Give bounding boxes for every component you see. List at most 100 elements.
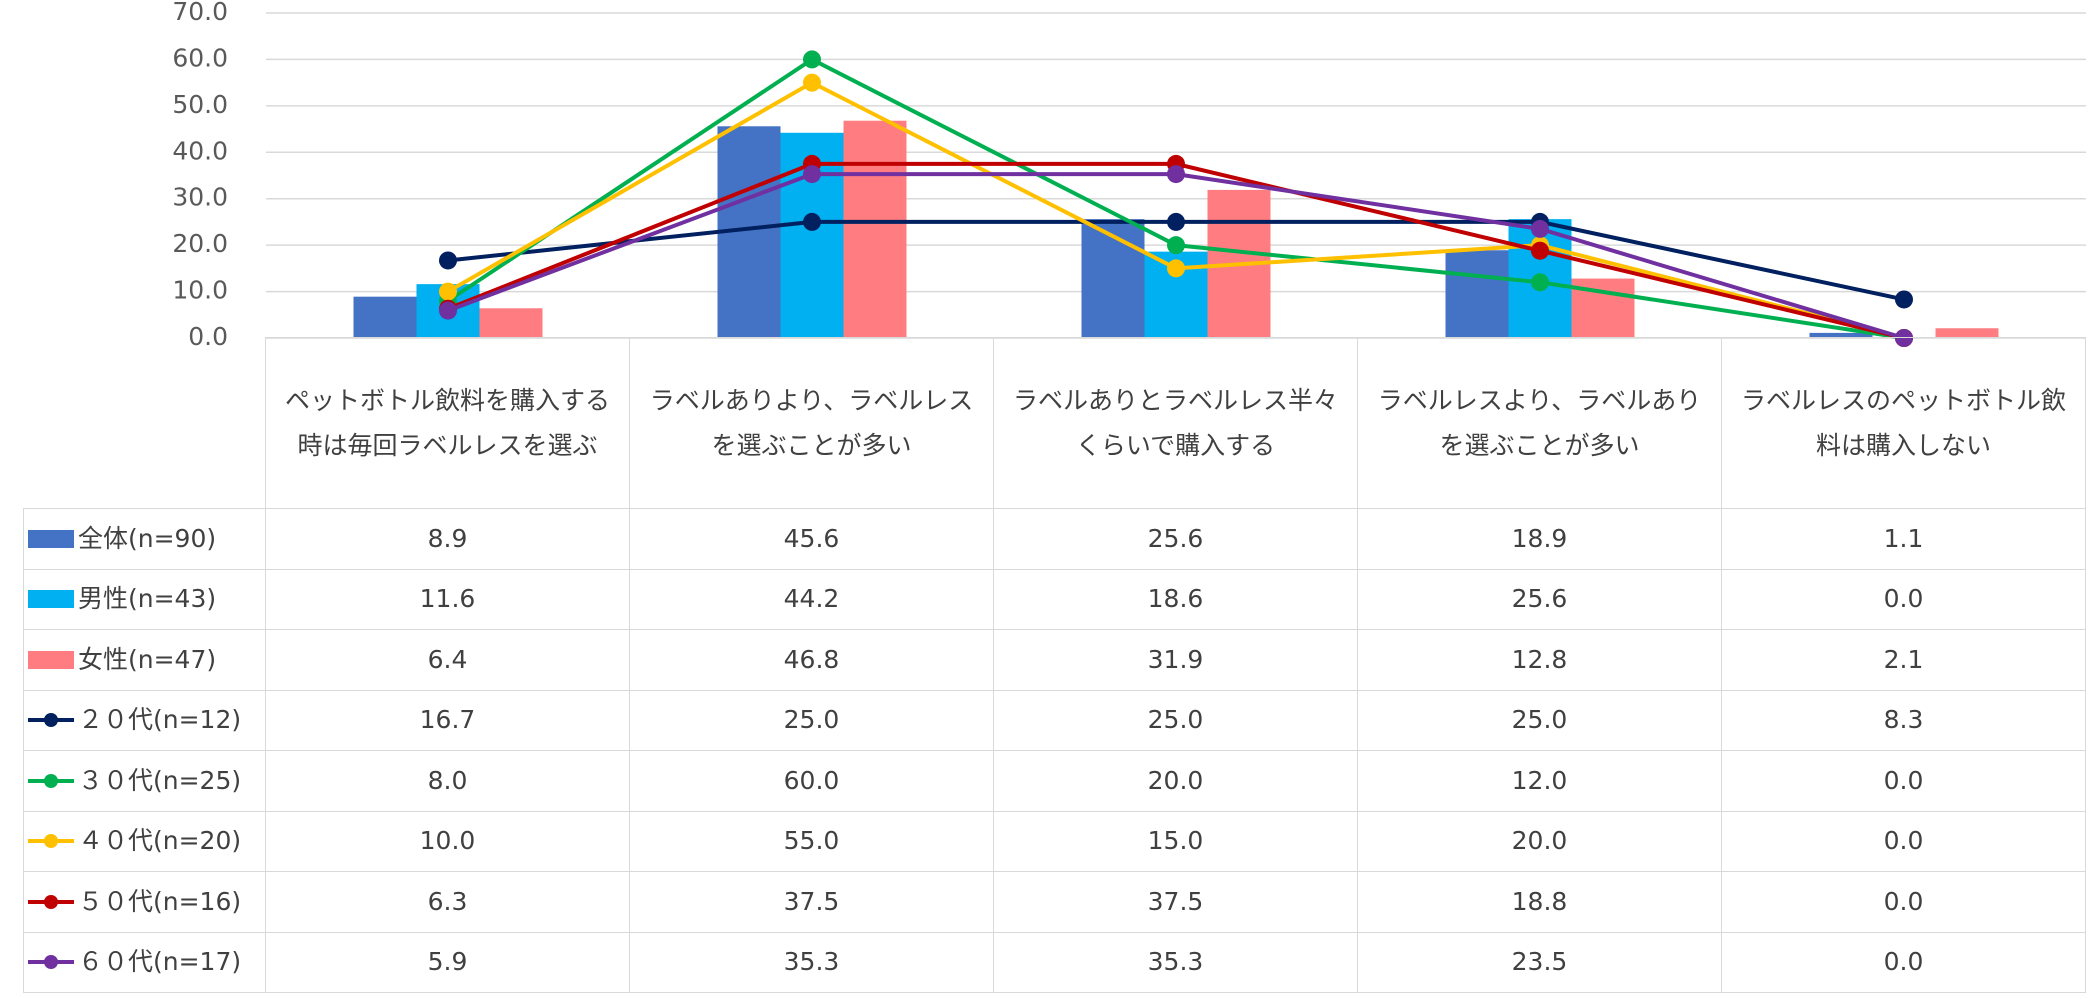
bar <box>1445 250 1509 338</box>
point <box>1167 212 1185 231</box>
table-value: 0.0 <box>1721 931 2086 993</box>
table-value: 20.0 <box>1357 810 1722 872</box>
legend-cell: ５０代(n=16) <box>23 871 266 933</box>
table-value: 2.1 <box>1721 629 2086 691</box>
point <box>1531 273 1549 292</box>
legend-label: ２０代(n=12) <box>78 705 242 735</box>
table-value: 15.0 <box>993 810 1358 872</box>
legend-cell: ２０代(n=12) <box>23 689 266 751</box>
table-value: 35.3 <box>629 931 994 993</box>
category-header: ラベルレスより、ラベルありを選ぶことが多い <box>1357 337 1722 509</box>
legend-cell: 男性(n=43) <box>23 568 266 630</box>
y-tick-label: 0.0 <box>188 322 228 351</box>
table-value: 25.0 <box>1357 689 1722 751</box>
table-value: 37.5 <box>629 871 994 933</box>
legend-label: ３０代(n=25) <box>78 765 242 795</box>
bar <box>353 296 417 338</box>
table-value: 25.0 <box>993 689 1358 751</box>
y-tick-label: 50.0 <box>172 90 228 119</box>
table-value: 60.0 <box>629 750 994 812</box>
table-value: 55.0 <box>629 810 994 872</box>
legend-swatch <box>28 590 74 609</box>
y-tick-label: 40.0 <box>172 136 228 165</box>
legend-swatch <box>28 834 74 849</box>
table-value: 18.6 <box>993 568 1358 630</box>
table-value: 11.6 <box>265 568 630 630</box>
point <box>439 301 457 320</box>
bar <box>1081 219 1145 338</box>
table-value: 25.6 <box>1357 568 1722 630</box>
legend-cell: 女性(n=47) <box>23 629 266 691</box>
table-value: 8.0 <box>265 750 630 812</box>
point <box>439 251 457 270</box>
point <box>803 165 821 184</box>
category-header: ラベルありより、ラベルレスを選ぶことが多い <box>629 337 994 509</box>
legend-swatch <box>28 955 74 970</box>
category-header: ラベルレスのペットボトル飲料は購入しない <box>1721 337 2086 509</box>
table-value: 6.3 <box>265 871 630 933</box>
table-value: 8.3 <box>1721 689 2086 751</box>
table-value: 0.0 <box>1721 871 2086 933</box>
table-value: 23.5 <box>1357 931 1722 993</box>
legend-label: 男性(n=43) <box>78 584 217 614</box>
table-value: 18.9 <box>1357 508 1722 570</box>
legend-swatch <box>28 773 74 788</box>
table-value: 35.3 <box>993 931 1358 993</box>
legend-label: ６０代(n=17) <box>78 947 242 977</box>
point <box>1167 259 1185 278</box>
bar <box>843 120 907 338</box>
table-value: 10.0 <box>265 810 630 872</box>
bar <box>479 308 543 338</box>
table-value: 25.6 <box>993 508 1358 570</box>
legend-label: 全体(n=90) <box>78 523 217 553</box>
legend-swatch <box>28 529 74 548</box>
table-value: 44.2 <box>629 568 994 630</box>
table-value: 0.0 <box>1721 750 2086 812</box>
y-tick-label: 60.0 <box>172 43 228 72</box>
point <box>1895 329 1913 347</box>
bar <box>1809 332 1873 338</box>
legend-cell: ３０代(n=25) <box>23 750 266 812</box>
table-value: 1.1 <box>1721 508 2086 570</box>
point <box>1167 236 1185 255</box>
table-value: 18.8 <box>1357 871 1722 933</box>
legend-cell: ４０代(n=20) <box>23 810 266 872</box>
legend-label: ５０代(n=16) <box>78 886 242 916</box>
table-value: 37.5 <box>993 871 1358 933</box>
point <box>1531 219 1549 238</box>
legend-cell: ６０代(n=17) <box>23 931 266 993</box>
table-value: 45.6 <box>629 508 994 570</box>
point <box>439 282 457 301</box>
legend-swatch <box>28 650 74 669</box>
table-value: 5.9 <box>265 931 630 993</box>
table-value: 8.9 <box>265 508 630 570</box>
point <box>1895 290 1913 309</box>
table-value: 12.0 <box>1357 750 1722 812</box>
legend-swatch <box>28 894 74 909</box>
point <box>1167 165 1185 184</box>
table-value: 0.0 <box>1721 568 2086 630</box>
bar <box>1935 328 1999 338</box>
y-tick-label: 70.0 <box>172 0 228 26</box>
table-value: 6.4 <box>265 629 630 691</box>
table-value: 31.9 <box>993 629 1358 691</box>
legend-label: ４０代(n=20) <box>78 826 242 856</box>
legend-label: 女性(n=47) <box>78 644 217 674</box>
legend-cell: 全体(n=90) <box>23 508 266 570</box>
y-tick-label: 20.0 <box>172 229 228 258</box>
legend-swatch <box>28 713 74 728</box>
table-value: 25.0 <box>629 689 994 751</box>
point <box>803 73 821 92</box>
point <box>803 50 821 69</box>
category-header: ラベルありとラベルレス半々くらいで購入する <box>993 337 1358 509</box>
y-tick-label: 10.0 <box>172 276 228 305</box>
table-value: 0.0 <box>1721 810 2086 872</box>
table-value: 20.0 <box>993 750 1358 812</box>
table-value: 16.7 <box>265 689 630 751</box>
table-value: 12.8 <box>1357 629 1722 691</box>
point <box>803 212 821 231</box>
category-header: ペットボトル飲料を購入する時は毎回ラベルレスを選ぶ <box>265 337 630 509</box>
point <box>1531 241 1549 260</box>
